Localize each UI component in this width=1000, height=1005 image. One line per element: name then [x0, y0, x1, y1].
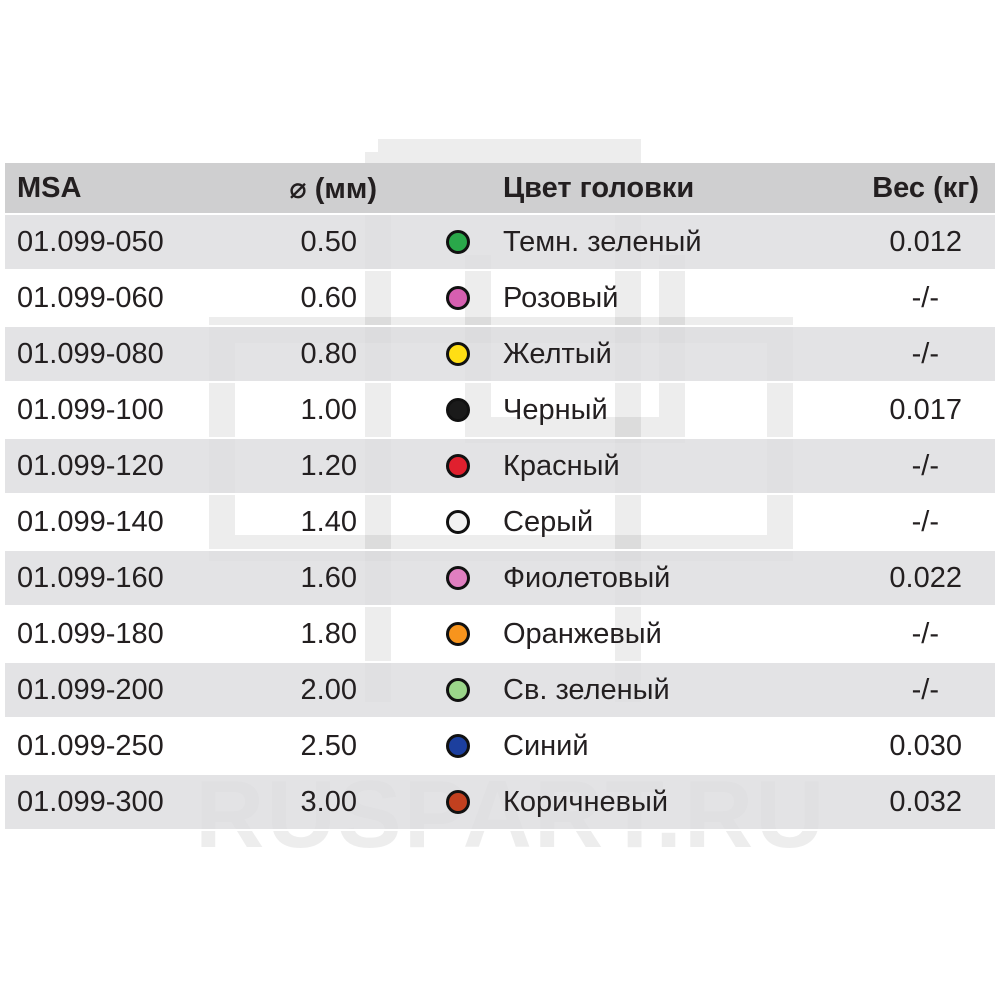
color-name: Темн. зеленый: [503, 225, 702, 258]
color-swatch-cell: [443, 551, 473, 605]
weight-value: -/-: [911, 617, 939, 650]
msa-code: 01.099-160: [17, 561, 164, 594]
diameter-value: 1.60: [300, 561, 357, 594]
table-row: 01.099-050 0.50 Темн. зеленый 0.012: [5, 215, 995, 271]
weight-value: 0.012: [889, 225, 962, 258]
color-swatch-cell: [443, 663, 473, 717]
color-dot-icon: [446, 454, 470, 478]
diameter-value: 0.80: [300, 337, 357, 370]
table-body: 01.099-050 0.50 Темн. зеленый 0.012 01.099-0…: [5, 215, 995, 831]
color-dot-icon: [446, 342, 470, 366]
msa-code: 01.099-250: [17, 729, 164, 762]
color-swatch-cell: [443, 327, 473, 381]
weight-value: -/-: [911, 673, 939, 706]
table-header: MSA ⌀ (мм) Цвет головки Вес (кг): [5, 163, 995, 215]
spec-table: MSA ⌀ (мм) Цвет головки Вес (кг) 01.099-…: [5, 163, 995, 831]
color-name: Черный: [503, 393, 608, 426]
msa-code: 01.099-120: [17, 449, 164, 482]
color-dot-icon: [446, 510, 470, 534]
color-dot-icon: [446, 566, 470, 590]
table-row: 01.099-060 0.60 Розовый -/-: [5, 271, 995, 327]
color-name: Оранжевый: [503, 617, 662, 650]
diameter-value: 0.60: [300, 281, 357, 314]
table-row: 01.099-080 0.80 Желтый -/-: [5, 327, 995, 383]
weight-value: 0.030: [889, 729, 962, 762]
color-swatch-cell: [443, 775, 473, 829]
table-row: 01.099-180 1.80 Оранжевый -/-: [5, 607, 995, 663]
color-name: Желтый: [503, 337, 612, 370]
color-swatch-cell: [443, 439, 473, 493]
color-dot-icon: [446, 790, 470, 814]
diameter-value: 1.40: [300, 505, 357, 538]
header-color: Цвет головки: [503, 171, 695, 204]
color-swatch-cell: [443, 215, 473, 269]
msa-code: 01.099-060: [17, 281, 164, 314]
color-name: Коричневый: [503, 785, 669, 818]
color-name: Синий: [503, 729, 589, 762]
header-weight: Вес (кг): [872, 171, 979, 204]
color-name: Розовый: [503, 281, 619, 314]
color-name: Св. зеленый: [503, 673, 670, 706]
weight-value: 0.022: [889, 561, 962, 594]
weight-value: 0.032: [889, 785, 962, 818]
weight-value: -/-: [911, 337, 939, 370]
color-dot-icon: [446, 230, 470, 254]
msa-code: 01.099-140: [17, 505, 164, 538]
color-name: Серый: [503, 505, 594, 538]
color-dot-icon: [446, 286, 470, 310]
color-dot-icon: [446, 398, 470, 422]
diameter-value: 3.00: [300, 785, 357, 818]
diameter-value: 1.20: [300, 449, 357, 482]
diameter-value: 1.00: [300, 393, 357, 426]
msa-code: 01.099-300: [17, 785, 164, 818]
msa-code: 01.099-050: [17, 225, 164, 258]
msa-code: 01.099-200: [17, 673, 164, 706]
color-swatch-cell: [443, 495, 473, 549]
color-swatch-cell: [443, 271, 473, 325]
color-name: Красный: [503, 449, 620, 482]
color-dot-icon: [446, 622, 470, 646]
msa-code: 01.099-180: [17, 617, 164, 650]
header-msa: MSA: [17, 171, 82, 204]
header-diameter: ⌀ (мм): [289, 172, 377, 205]
color-dot-icon: [446, 734, 470, 758]
msa-code: 01.099-100: [17, 393, 164, 426]
weight-value: -/-: [911, 449, 939, 482]
msa-code: 01.099-080: [17, 337, 164, 370]
weight-value: 0.017: [889, 393, 962, 426]
table-row: 01.099-250 2.50 Синий 0.030: [5, 719, 995, 775]
color-dot-icon: [446, 678, 470, 702]
color-swatch-cell: [443, 719, 473, 773]
diameter-value: 0.50: [300, 225, 357, 258]
table-row: 01.099-300 3.00 Коричневый 0.032: [5, 775, 995, 831]
color-swatch-cell: [443, 607, 473, 661]
weight-value: -/-: [911, 281, 939, 314]
color-name: Фиолетовый: [503, 561, 671, 594]
weight-value: -/-: [911, 505, 939, 538]
table-row: 01.099-100 1.00 Черный 0.017: [5, 383, 995, 439]
table-row: 01.099-120 1.20 Красный -/-: [5, 439, 995, 495]
table-row: 01.099-160 1.60 Фиолетовый 0.022: [5, 551, 995, 607]
table-row: 01.099-140 1.40 Серый -/-: [5, 495, 995, 551]
diameter-value: 2.50: [300, 729, 357, 762]
color-swatch-cell: [443, 383, 473, 437]
diameter-value: 1.80: [300, 617, 357, 650]
diameter-value: 2.00: [300, 673, 357, 706]
table-row: 01.099-200 2.00 Св. зеленый -/-: [5, 663, 995, 719]
